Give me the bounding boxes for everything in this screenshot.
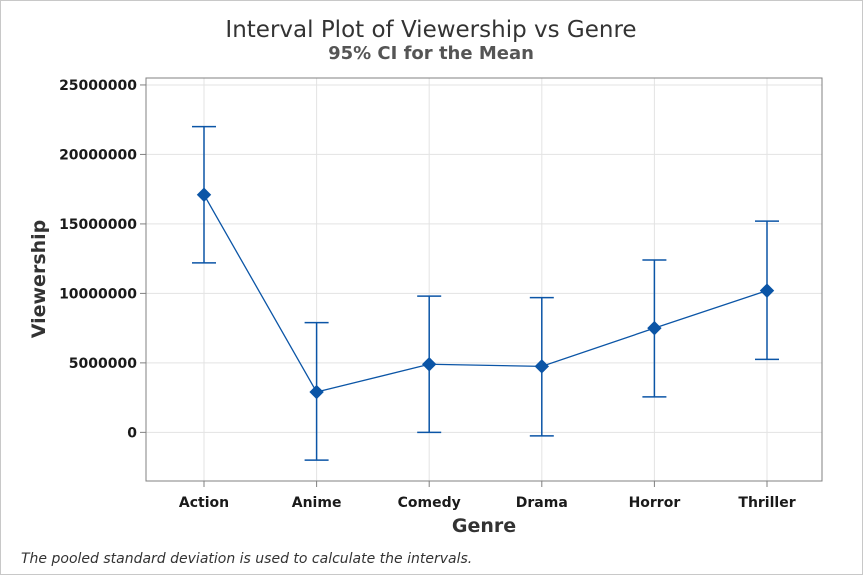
x-axis-ticks: Action Anime Comedy Drama Horror Thriller bbox=[179, 481, 796, 511]
mean-marker-anime bbox=[309, 384, 324, 400]
mean-marker-drama bbox=[534, 359, 550, 374]
plot-area bbox=[145, 77, 823, 482]
mean-marker-comedy bbox=[421, 357, 437, 372]
y-tick-label: 5000000 bbox=[69, 356, 137, 372]
x-tick-label: Horror bbox=[629, 495, 681, 511]
y-tick-label: 20000000 bbox=[59, 147, 137, 163]
y-tick-label: 10000000 bbox=[59, 286, 137, 302]
y-axis-label: Viewership bbox=[28, 220, 50, 339]
mean-marker-thriller bbox=[759, 283, 775, 298]
gridlines bbox=[146, 78, 822, 481]
x-tick-label: Anime bbox=[292, 495, 342, 511]
x-axis-label: Genre bbox=[452, 515, 516, 537]
footnote: The pooled standard deviation is used to… bbox=[21, 551, 472, 567]
x-tick-label: Thriller bbox=[738, 495, 795, 511]
series bbox=[192, 125, 779, 461]
y-tick-label: 25000000 bbox=[59, 78, 137, 94]
mean-connect-line bbox=[203, 194, 768, 393]
chart-title: Interval Plot of Viewership vs Genre bbox=[225, 17, 636, 43]
y-axis-ticks: 0 5000000 10000000 15000000 20000000 25000000 bbox=[59, 78, 146, 441]
mean-marker-horror bbox=[647, 320, 662, 336]
mean-marker-action bbox=[196, 187, 212, 202]
chart-subtitle: 95% CI for the Mean bbox=[328, 43, 534, 64]
y-tick-label: 15000000 bbox=[59, 217, 137, 233]
x-tick-label: Comedy bbox=[398, 495, 461, 511]
x-tick-label: Drama bbox=[516, 495, 568, 511]
x-tick-label: Action bbox=[179, 495, 229, 511]
y-tick-label: 0 bbox=[127, 425, 137, 441]
